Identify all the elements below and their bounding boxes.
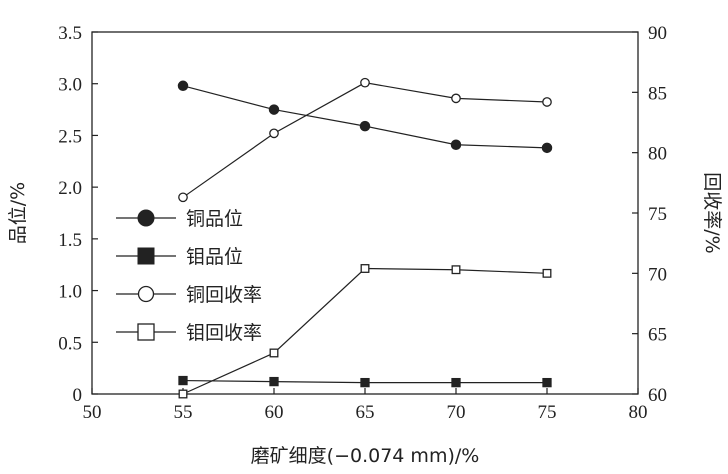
series-line [182,85,548,149]
y-left-tick-label: 3.0 [58,75,82,96]
x-tick-label: 80 [629,402,648,423]
y-left-tick-label: 2.5 [58,126,82,147]
data-point [178,375,188,386]
series-2 [178,375,552,388]
legend-item: 钼品位 [116,246,243,268]
y-left-tick-label: 2.0 [58,178,82,199]
x-tick-label: 55 [174,402,193,423]
legend-marker [137,285,155,303]
data-point [451,93,461,104]
legend-item: 铜品位 [116,208,243,230]
legend-marker [137,209,155,227]
y-right-tick-label: 90 [648,23,667,44]
y-left-tick-label: 0.5 [58,333,82,354]
y-left-tick-label: 1.5 [58,230,82,251]
legend-item: 钼回收率 [116,322,262,344]
data-point [360,77,370,88]
data-point [542,97,552,107]
data-point [542,268,552,278]
data-point [360,377,370,388]
y-left-tick-label: 1.0 [58,282,82,303]
series-3 [178,77,552,203]
data-point [269,348,279,358]
data-point [542,377,552,388]
data-point [360,264,370,273]
x-tick-label: 65 [356,402,375,423]
x-ticks: 50 55 60 65 70 75 80 [83,388,648,423]
y-right-tick-label: 70 [648,264,667,285]
series-1 [177,80,553,154]
data-point [451,265,461,275]
data-point [177,80,189,92]
data-point [269,128,279,139]
series-layer [177,77,553,399]
x-tick-label: 60 [265,402,284,423]
y-left-axis-label: 品位/% [7,182,29,244]
y-right-tick-label: 80 [648,144,667,165]
data-point [541,142,553,154]
legend-label: 钼回收率 [186,322,262,344]
legend-label: 钼品位 [186,246,243,268]
x-tick-label: 50 [83,402,102,423]
legend-marker [137,247,155,265]
legend-item: 铜回收率 [116,284,262,306]
series-4 [178,264,552,399]
y-left-ticks: 0 0.5 1.0 1.5 2.0 2.5 3.0 3.5 [58,23,98,406]
x-tick-label: 75 [538,402,557,423]
data-point [178,389,188,399]
data-point [178,192,188,203]
data-point [268,104,280,115]
data-point [269,376,279,387]
data-point [450,139,462,150]
x-tick-label: 70 [447,402,466,423]
y-right-tick-label: 60 [648,385,667,406]
y-left-tick-label: 3.5 [58,23,82,44]
y-right-tick-label: 75 [648,204,667,225]
y-right-axis-label: 回收率/% [701,172,723,253]
data-point [451,377,461,388]
y-right-tick-label: 85 [648,83,667,104]
y-right-ticks: 60 65 70 75 80 85 90 [632,23,667,406]
legend-marker [137,323,155,341]
legend-label: 铜回收率 [186,284,262,306]
y-left-tick-label: 0 [73,385,83,406]
y-right-tick-label: 65 [648,325,667,346]
data-point [359,120,371,132]
x-axis-label: 磨矿细度(−0.074 mm)/% [251,445,480,467]
legend-label: 铜品位 [186,208,243,230]
